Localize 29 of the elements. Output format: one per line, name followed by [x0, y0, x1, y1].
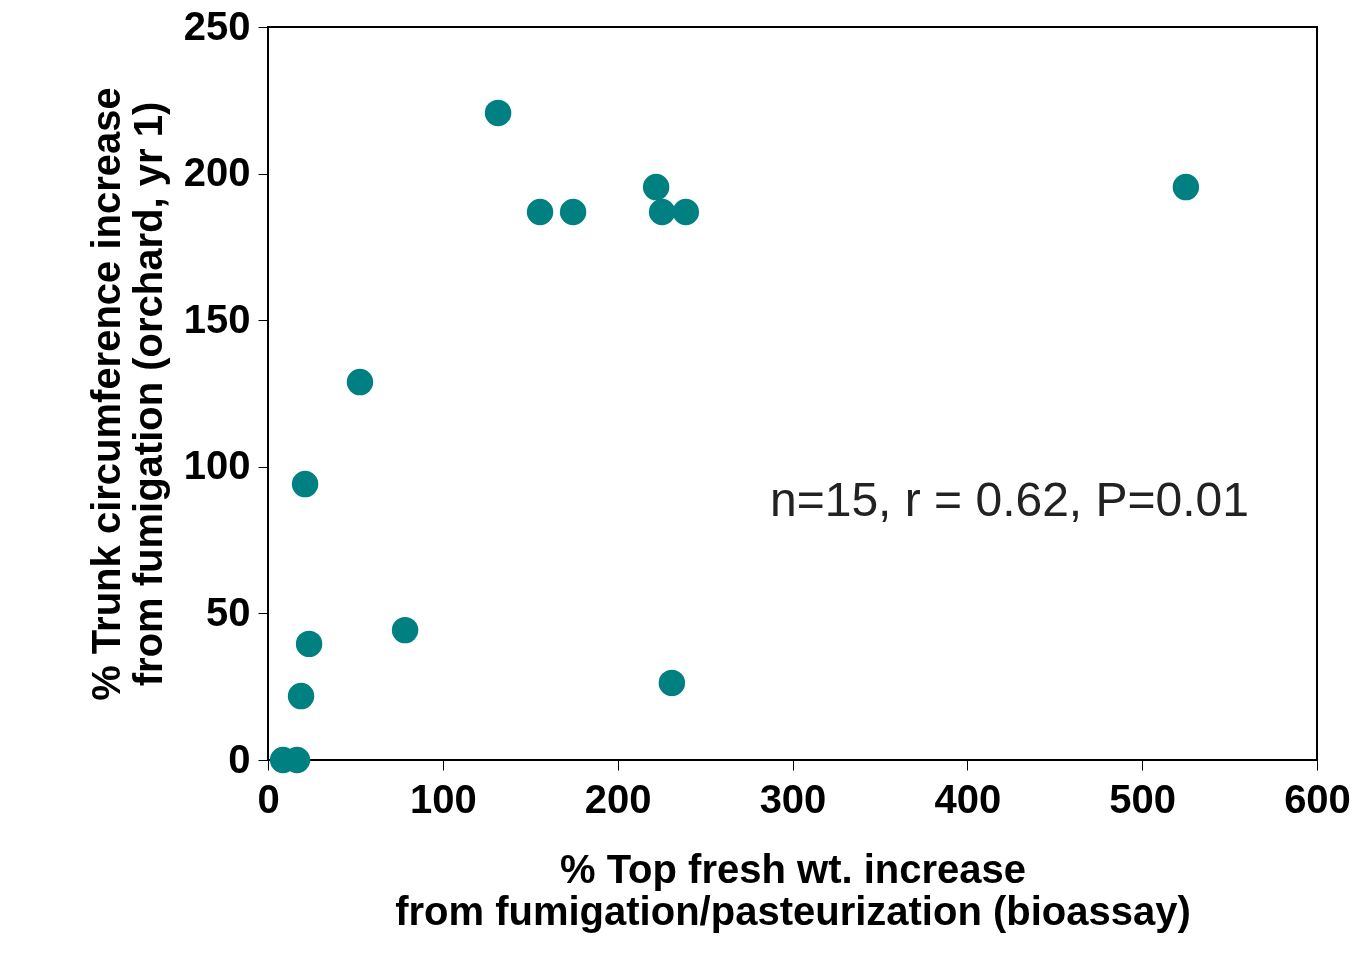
point [559, 198, 587, 226]
y-tick-label: 0 [228, 736, 251, 781]
point [484, 99, 512, 127]
point [391, 616, 419, 644]
point [346, 368, 374, 396]
point [295, 630, 323, 658]
x-axis-title: % Top fresh wt. increase from fumigation/pasteurization (bioassay) [395, 846, 1191, 933]
y-tick-label: 250 [183, 3, 251, 48]
y-tick-label: 150 [183, 296, 251, 341]
x-tick-label: 400 [934, 776, 1002, 821]
y-tick-label: 100 [183, 443, 251, 488]
point [1172, 173, 1200, 201]
x-tick-label: 600 [1284, 776, 1351, 821]
y-tick-label: 200 [183, 150, 251, 195]
y-axis-title: % Trunk circumference increase from fumigation (orchard, yr 1) [83, 87, 170, 701]
x-tick-label: 500 [1109, 776, 1177, 821]
x-tick-label: 100 [409, 776, 477, 821]
point [658, 669, 686, 697]
annotation: n=15, r = 0.62, P=0.01 [769, 473, 1249, 526]
point [642, 173, 670, 201]
point [287, 682, 315, 710]
x-tick-label: 0 [257, 776, 280, 821]
point [672, 198, 700, 226]
point [291, 470, 319, 498]
x-tick-label: 300 [759, 776, 827, 821]
x-tick-label: 200 [584, 776, 652, 821]
y-tick-label: 50 [206, 589, 251, 634]
point [526, 198, 554, 226]
point [648, 198, 676, 226]
